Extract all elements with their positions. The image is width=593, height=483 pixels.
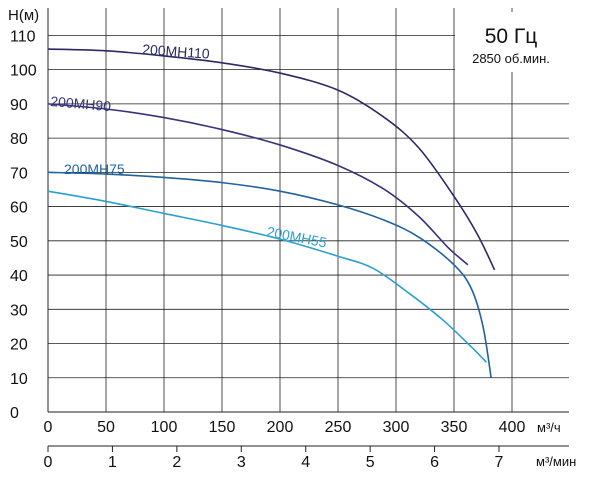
y-tick-label: 0 (10, 405, 19, 422)
y-tick-label: 50 (10, 234, 28, 251)
secondary-x-tick-label: 7 (495, 454, 504, 471)
secondary-x-tick-label: 2 (172, 454, 181, 471)
curve-200mh75 (47, 171, 492, 378)
x-axis-unit-label: м³/ч (537, 420, 561, 435)
secondary-x-tick-label: 1 (108, 454, 117, 471)
y-tick-label: 40 (10, 268, 28, 285)
y-tick-label: 60 (10, 200, 28, 217)
y-tick-label: 20 (10, 337, 28, 354)
x-tick-label: 0 (44, 419, 53, 436)
y-axis-label: H(м) (8, 7, 39, 24)
speed-label: 2850 об.мин. (472, 51, 550, 66)
frequency-label: 50 Гц (485, 25, 538, 48)
x-tick-label: 250 (325, 419, 352, 436)
info-box-background (455, 12, 569, 72)
secondary-x-tick-label: 0 (44, 454, 53, 471)
y-tick-label: 110 (10, 28, 36, 45)
curve-200mh90 (47, 103, 469, 266)
series-label-200mh55: 200MH55 (265, 223, 328, 250)
secondary-x-tick-label: 4 (301, 454, 310, 471)
y-tick-label: 90 (10, 97, 28, 114)
x-tick-label: 200 (267, 419, 294, 436)
x-tick-label: 150 (209, 419, 236, 436)
y-tick-label: 30 (10, 302, 28, 319)
secondary-x-tick-label: 6 (430, 454, 439, 471)
x-tick-label: 50 (97, 419, 115, 436)
y-tick-label: 80 (10, 131, 28, 148)
chart-axes (47, 8, 569, 452)
x-tick-label: 400 (499, 419, 526, 436)
curve-200mh55 (47, 190, 488, 363)
series-label-200mh110: 200MH110 (142, 41, 211, 62)
secondary-x-tick-label: 5 (366, 454, 375, 471)
y-tick-label: 10 (10, 371, 28, 388)
secondary-x-tick-label: 3 (237, 454, 246, 471)
y-tick-label: 70 (10, 165, 28, 182)
secondary-x-axis-unit-label: м³/мин (536, 454, 576, 469)
x-tick-label: 100 (151, 419, 178, 436)
curve-200mh110 (47, 48, 496, 271)
chart-curves (47, 48, 496, 378)
y-tick-label: 100 (10, 63, 37, 80)
series-label-200mh90: 200MH90 (50, 93, 112, 114)
x-tick-label: 350 (441, 419, 468, 436)
series-label-200mh75: 200MH75 (64, 161, 125, 177)
x-tick-label: 300 (383, 419, 410, 436)
